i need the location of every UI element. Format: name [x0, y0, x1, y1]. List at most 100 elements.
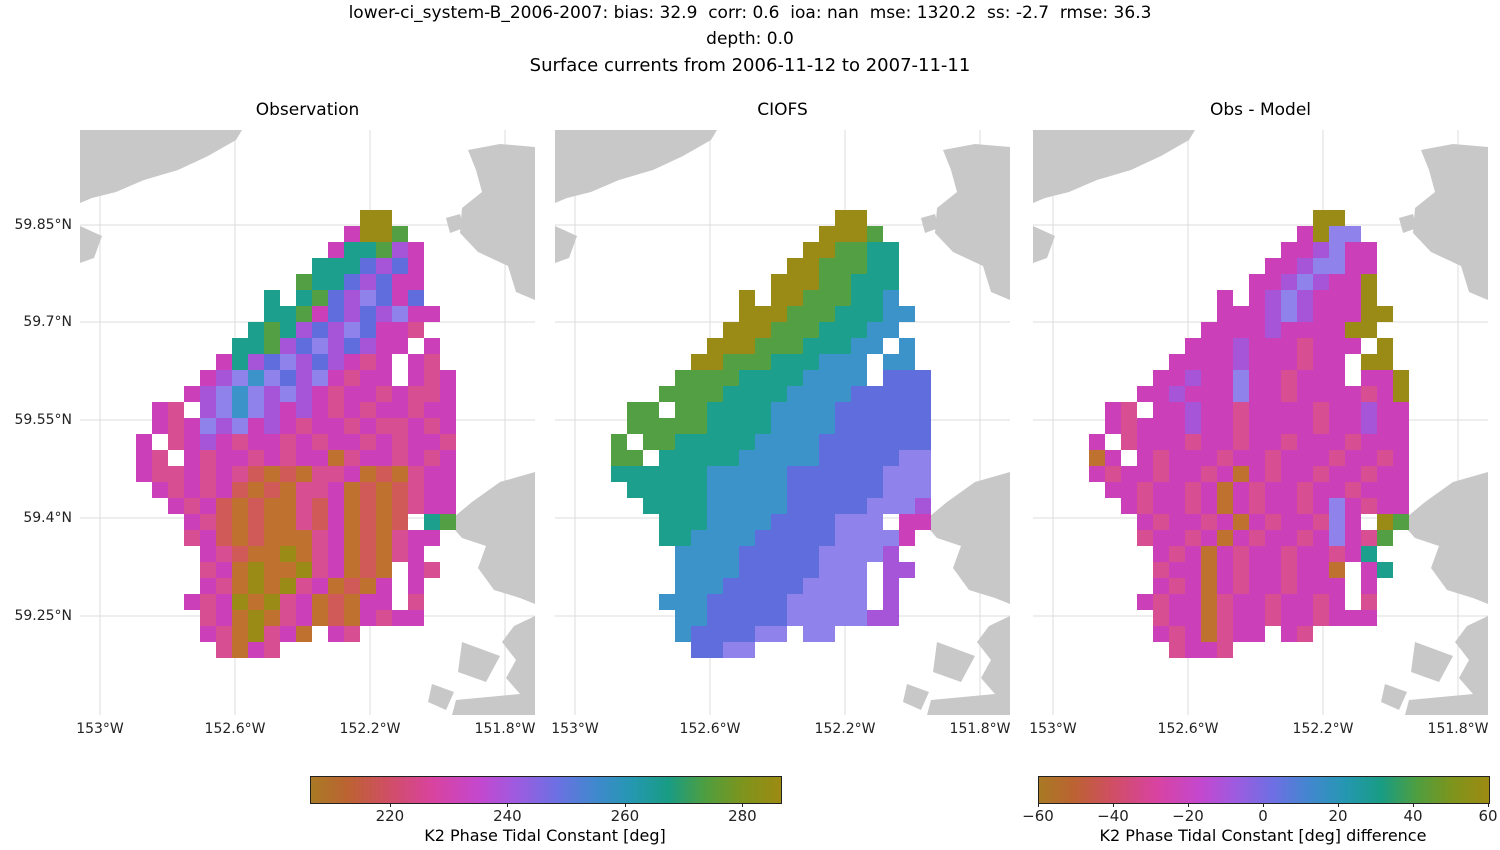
heatmap-cell	[1265, 418, 1281, 434]
heatmap-cell	[216, 450, 232, 466]
heatmap-cell	[883, 546, 899, 562]
heatmap-cell	[200, 514, 216, 530]
y-tick-label: 59.85°N	[14, 217, 72, 233]
heatmap-cell	[360, 322, 376, 338]
heatmap-cell	[152, 402, 168, 418]
heatmap-cell	[200, 402, 216, 418]
heatmap-cell	[344, 402, 360, 418]
heatmap-cell	[1393, 418, 1409, 434]
heatmap-cell	[1297, 354, 1313, 370]
heatmap-cell	[296, 626, 312, 642]
heatmap-cell	[312, 386, 328, 402]
heatmap-cell	[232, 418, 248, 434]
heatmap-cell	[360, 498, 376, 514]
heatmap-cell	[1297, 466, 1313, 482]
heatmap-cell	[883, 386, 899, 402]
heatmap-cell	[739, 610, 755, 626]
panel-title-observation: Observation	[255, 100, 360, 120]
heatmap-cell	[184, 434, 200, 450]
heatmap-cell	[344, 498, 360, 514]
heatmap-cell	[1249, 498, 1265, 514]
heatmap-cell	[1345, 434, 1361, 450]
map-panel-ciofs	[555, 130, 1010, 715]
heatmap-cell	[1393, 514, 1409, 530]
heatmap-cell	[280, 626, 296, 642]
heatmap-cell	[360, 354, 376, 370]
heatmap-cell	[1281, 450, 1297, 466]
heatmap-cell	[264, 610, 280, 626]
colorbar-tick-label: 0	[1258, 807, 1268, 825]
heatmap-cell	[216, 482, 232, 498]
heatmap-cell	[392, 242, 408, 258]
heatmap-cell	[835, 546, 851, 562]
heatmap-cell	[1233, 370, 1249, 386]
heatmap-cell	[1329, 306, 1345, 322]
heatmap-cell	[392, 226, 408, 242]
heatmap-cell	[248, 594, 264, 610]
heatmap-cell	[707, 498, 723, 514]
heatmap-cell	[344, 322, 360, 338]
heatmap-cell	[216, 418, 232, 434]
heatmap-cell	[1345, 386, 1361, 402]
heatmap-cell	[1281, 418, 1297, 434]
heatmap-cell	[328, 434, 344, 450]
heatmap-cell	[675, 386, 691, 402]
heatmap-cell	[1233, 322, 1249, 338]
heatmap-cell	[851, 466, 867, 482]
heatmap-cell	[360, 274, 376, 290]
heatmap-cell	[328, 354, 344, 370]
heatmap-cell	[1361, 546, 1377, 562]
heatmap-cell	[424, 402, 440, 418]
heatmap-cell	[1393, 386, 1409, 402]
heatmap-cell	[296, 274, 312, 290]
heatmap-cell	[1105, 466, 1121, 482]
heatmap-cell	[1281, 498, 1297, 514]
heatmap-cell	[691, 578, 707, 594]
heatmap-cell	[360, 290, 376, 306]
heatmap-cell	[787, 402, 803, 418]
colorbar-tick-mark	[1413, 803, 1414, 807]
heatmap-cell	[280, 498, 296, 514]
heatmap-cell	[883, 594, 899, 610]
heatmap-cell	[611, 466, 627, 482]
heatmap-cell	[851, 562, 867, 578]
heatmap-cell	[1281, 354, 1297, 370]
heatmap-cell	[344, 226, 360, 242]
heatmap-cell	[296, 546, 312, 562]
heatmap-cell	[643, 434, 659, 450]
heatmap-cell	[723, 530, 739, 546]
heatmap-cell	[392, 338, 408, 354]
heatmap-cell	[392, 258, 408, 274]
heatmap-cell	[739, 626, 755, 642]
heatmap-cell	[1313, 210, 1329, 226]
heatmap-cell	[691, 370, 707, 386]
heatmap-cell	[803, 498, 819, 514]
heatmap-cell	[216, 370, 232, 386]
heatmap-cell	[771, 274, 787, 290]
heatmap-cell	[1185, 482, 1201, 498]
heatmap-cell	[1249, 274, 1265, 290]
heatmap-cell	[819, 626, 835, 642]
heatmap-cell	[296, 466, 312, 482]
heatmap-cell	[1329, 610, 1345, 626]
heatmap-cell	[819, 386, 835, 402]
heatmap-cell	[1153, 594, 1169, 610]
heatmap-cell	[232, 434, 248, 450]
heatmap-cell	[1361, 594, 1377, 610]
heatmap-cell	[803, 626, 819, 642]
heatmap-cell	[1217, 642, 1233, 658]
heatmap-cell	[328, 450, 344, 466]
heatmap-cell	[1201, 562, 1217, 578]
heatmap-cell	[392, 434, 408, 450]
heatmap-cell	[1217, 466, 1233, 482]
heatmap-cell	[1185, 434, 1201, 450]
heatmap-cell	[1105, 482, 1121, 498]
heatmap-cell	[1233, 530, 1249, 546]
heatmap-cell	[1185, 402, 1201, 418]
heatmap-cell	[723, 514, 739, 530]
heatmap-cell	[232, 370, 248, 386]
heatmap-cell	[232, 610, 248, 626]
heatmap-cell	[1297, 434, 1313, 450]
heatmap-cell	[819, 274, 835, 290]
heatmap-cell	[691, 610, 707, 626]
